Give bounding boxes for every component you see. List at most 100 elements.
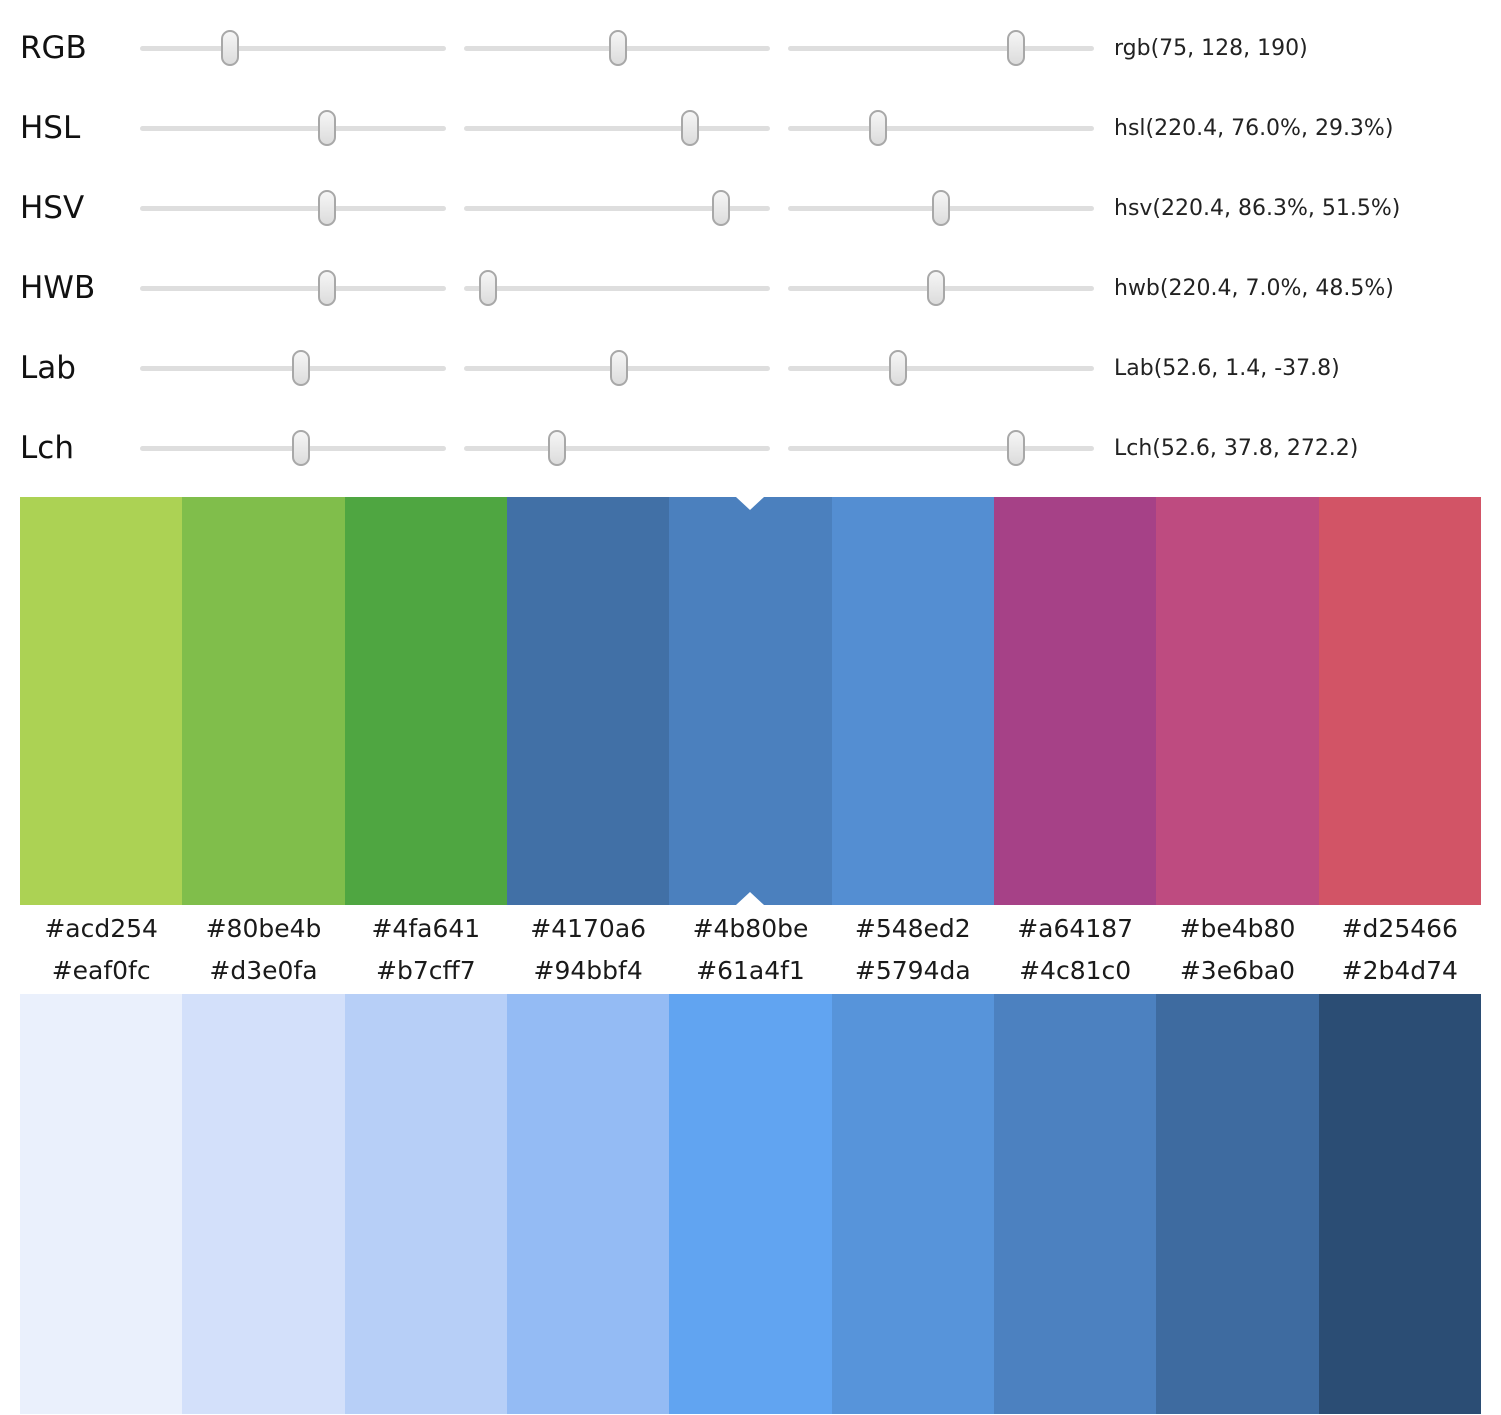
- color-value-text: hwb(220.4, 7.0%, 48.5%): [1114, 275, 1394, 301]
- hex-label: #eaf0fc: [51, 956, 151, 985]
- slider-tracks: [140, 428, 1094, 468]
- hex-label: #a64187: [1017, 914, 1134, 943]
- shade-swatch[interactable]: [182, 994, 345, 1414]
- slider-row-hwb: HWB hwb(220.4, 7.0%, 48.5%): [20, 248, 1501, 328]
- slider-track[interactable]: [140, 28, 446, 68]
- slider-tracks: [140, 348, 1094, 388]
- hex-label: #4170a6: [530, 914, 647, 943]
- shade-swatch[interactable]: [1156, 994, 1319, 1414]
- slider-thumb[interactable]: [888, 350, 907, 386]
- shade-swatch[interactable]: [831, 994, 994, 1414]
- shade-swatch[interactable]: [344, 994, 507, 1414]
- hue-swatch[interactable]: [993, 497, 1157, 905]
- hue-swatch[interactable]: [831, 497, 994, 905]
- hue-swatch[interactable]: [506, 497, 670, 905]
- slider-thumb[interactable]: [318, 190, 337, 226]
- shade-swatch[interactable]: [20, 994, 183, 1414]
- slider-tracks: [140, 188, 1094, 228]
- hex-label: #d3e0fa: [209, 956, 318, 985]
- colorspace-label: RGB: [20, 30, 87, 66]
- colorspace-label: HSV: [20, 190, 85, 226]
- slider-tracks: [140, 28, 1094, 68]
- hex-label: #94bbf4: [533, 956, 643, 985]
- hex-label: #acd254: [44, 914, 158, 943]
- hex-label: #4b80be: [692, 914, 809, 943]
- hue-swatch[interactable]: [344, 497, 507, 905]
- color-value-text: Lch(52.6, 37.8, 272.2): [1114, 435, 1359, 461]
- hex-label: #b7cff7: [376, 956, 476, 985]
- slider-track[interactable]: [464, 188, 770, 228]
- slider-track[interactable]: [140, 348, 446, 388]
- slider-track[interactable]: [788, 188, 1094, 228]
- slider-thumb[interactable]: [927, 270, 946, 306]
- hex-label: #3e6ba0: [1179, 956, 1296, 985]
- slider-thumb[interactable]: [318, 270, 337, 306]
- slider-track[interactable]: [788, 108, 1094, 148]
- shade-palette-strip: [20, 994, 1481, 1414]
- hex-label: #be4b80: [1179, 914, 1296, 943]
- slider-row-lab: Lab Lab(52.6, 1.4, -37.8): [20, 328, 1501, 408]
- slider-thumb[interactable]: [932, 190, 950, 226]
- hex-label: #5794da: [854, 956, 971, 985]
- hue-swatch[interactable]: [1318, 497, 1481, 905]
- slider-thumb[interactable]: [291, 350, 310, 386]
- slider-thumb[interactable]: [479, 270, 498, 306]
- slider-track[interactable]: [140, 268, 446, 308]
- hue-swatch[interactable]: [182, 497, 345, 905]
- selected-swatch-marker-top-icon: [736, 497, 765, 510]
- slider-track[interactable]: [464, 348, 770, 388]
- slider-track[interactable]: [464, 108, 770, 148]
- slider-thumb[interactable]: [868, 110, 887, 146]
- hue-hex-labels: #acd254 #80be4b #4fa641 #4170a6 #4b80be …: [20, 905, 1481, 954]
- slider-track[interactable]: [140, 108, 446, 148]
- color-value-text: Lab(52.6, 1.4, -37.8): [1114, 355, 1340, 381]
- slider-track[interactable]: [464, 268, 770, 308]
- selected-swatch-marker-bottom-icon: [736, 892, 765, 905]
- slider-thumb[interactable]: [1006, 430, 1025, 466]
- slider-thumb[interactable]: [681, 110, 700, 146]
- hex-label: #4fa641: [371, 914, 481, 943]
- shade-palette: #eaf0fc #d3e0fa #b7cff7 #94bbf4 #61a4f1 …: [0, 954, 1501, 1414]
- slider-track[interactable]: [788, 268, 1094, 308]
- slider-track[interactable]: [788, 348, 1094, 388]
- colorspace-label: HSL: [20, 110, 81, 146]
- color-value-text: rgb(75, 128, 190): [1114, 35, 1308, 61]
- hue-swatch-selected[interactable]: [669, 497, 832, 905]
- slider-row-hsv: HSV hsv(220.4, 86.3%, 51.5%): [20, 168, 1501, 248]
- slider-thumb[interactable]: [1006, 30, 1025, 66]
- slider-thumb[interactable]: [608, 30, 627, 66]
- hex-label: #4c81c0: [1019, 956, 1132, 985]
- slider-thumb[interactable]: [609, 350, 628, 386]
- hue-swatch[interactable]: [1156, 497, 1319, 905]
- slider-track[interactable]: [464, 28, 770, 68]
- hex-label: #548ed2: [854, 914, 971, 943]
- shade-swatch[interactable]: [669, 994, 832, 1414]
- slider-track[interactable]: [140, 428, 446, 468]
- slider-tracks: [140, 268, 1094, 308]
- colorspace-label: HWB: [20, 270, 96, 306]
- hex-label: #80be4b: [205, 914, 322, 943]
- slider-thumb[interactable]: [318, 110, 337, 146]
- slider-thumb[interactable]: [220, 30, 239, 66]
- hue-palette-strip: [20, 497, 1481, 905]
- shade-swatch[interactable]: [993, 994, 1157, 1414]
- shade-hex-labels: #eaf0fc #d3e0fa #b7cff7 #94bbf4 #61a4f1 …: [20, 954, 1481, 994]
- slider-thumb[interactable]: [548, 430, 567, 466]
- slider-track[interactable]: [788, 28, 1094, 68]
- colorspace-label: Lch: [20, 430, 74, 466]
- slider-track[interactable]: [464, 428, 770, 468]
- hex-label: #61a4f1: [696, 956, 805, 985]
- slider-thumb[interactable]: [291, 430, 310, 466]
- hue-swatch[interactable]: [20, 497, 183, 905]
- slider-track[interactable]: [140, 188, 446, 228]
- shade-swatch[interactable]: [506, 994, 670, 1414]
- slider-track[interactable]: [788, 428, 1094, 468]
- slider-tracks: [140, 108, 1094, 148]
- slider-panel: RGB rgb(75, 128, 190) HSL hsl(220.4, 76.…: [0, 0, 1501, 488]
- slider-row-lch: Lch Lch(52.6, 37.8, 272.2): [20, 408, 1501, 488]
- hex-label: #d25466: [1341, 914, 1458, 943]
- shade-swatch[interactable]: [1318, 994, 1481, 1414]
- slider-thumb[interactable]: [712, 190, 731, 226]
- slider-row-hsl: HSL hsl(220.4, 76.0%, 29.3%): [20, 88, 1501, 168]
- hue-palette: #acd254 #80be4b #4fa641 #4170a6 #4b80be …: [0, 497, 1501, 954]
